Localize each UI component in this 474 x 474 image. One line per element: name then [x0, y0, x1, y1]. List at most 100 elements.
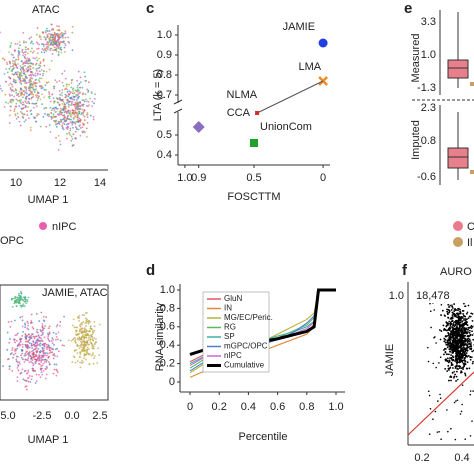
- scatter-point: [461, 403, 463, 406]
- umap-point: [29, 336, 32, 339]
- umap-point: [78, 111, 81, 114]
- scatter-point: [470, 356, 473, 359]
- scatter-point: [461, 310, 464, 312]
- umap-point: [87, 339, 90, 342]
- umap-point: [55, 123, 57, 126]
- umap-point: [93, 98, 96, 100]
- umap-point: [9, 77, 12, 80]
- umap-point: [55, 136, 57, 139]
- umap-point: [60, 99, 63, 101]
- umap-point: [6, 71, 9, 74]
- umap-point: [52, 331, 55, 334]
- umap-point: [20, 354, 22, 357]
- scatter-point: [429, 310, 432, 313]
- scatter-point: [459, 335, 462, 338]
- umap-point: [76, 105, 78, 108]
- umap-point: [27, 106, 29, 109]
- umap-point: [77, 93, 79, 96]
- umap-point: [91, 344, 94, 347]
- umap-point: [79, 101, 81, 103]
- scatter-point: [471, 334, 474, 336]
- umap-point: [36, 328, 39, 331]
- scatter-point: [468, 338, 471, 341]
- umap-point: [35, 373, 38, 376]
- umap-point: [35, 105, 38, 108]
- umap-point: [48, 95, 51, 98]
- umap-point: [93, 355, 96, 357]
- umap-point: [51, 93, 54, 96]
- scatter-point: [463, 302, 465, 305]
- umap-point: [55, 47, 58, 49]
- umap-point: [43, 345, 45, 347]
- umap-point: [25, 88, 28, 90]
- umap-point: [27, 296, 30, 299]
- scatter-point: [450, 364, 453, 367]
- umap-point: [35, 56, 38, 59]
- umap-point: [79, 119, 82, 122]
- umap-point: [37, 47, 40, 50]
- umap-point: [24, 91, 27, 94]
- umap-point: [82, 343, 85, 346]
- umap-point: [20, 83, 23, 85]
- umap-point: [36, 90, 39, 93]
- umap-point: [42, 352, 45, 355]
- scatter-point: [451, 311, 454, 314]
- point-label: LMA: [298, 61, 321, 73]
- umap-point: [73, 96, 76, 99]
- umap-point: [41, 350, 43, 353]
- umap-point: [14, 113, 17, 115]
- umap-point: [46, 45, 49, 48]
- umap-point: [18, 90, 21, 93]
- scatter-point: [468, 345, 471, 348]
- scatter-point: [462, 317, 464, 319]
- umap-point: [30, 113, 33, 115]
- leader-line: [256, 80, 324, 114]
- umap-point: [26, 92, 28, 95]
- umap-point: [29, 42, 32, 44]
- umap-point: [76, 103, 78, 106]
- umap-point: [53, 109, 56, 111]
- umap-point: [25, 95, 28, 98]
- umap-point: [68, 90, 71, 93]
- umap-point: [13, 350, 16, 352]
- umap-point: [86, 112, 89, 114]
- umap-point: [35, 335, 38, 338]
- umap-point: [30, 86, 33, 89]
- umap-point: [7, 321, 10, 323]
- umap-point: [30, 71, 33, 74]
- umap-point: [13, 108, 16, 110]
- umap-point: [36, 343, 39, 345]
- umap-point: [74, 130, 77, 133]
- y-tick-label: 1.0: [421, 49, 436, 61]
- scatter-point: [469, 329, 471, 332]
- umap-point: [36, 99, 39, 102]
- scatter-point: [460, 360, 463, 363]
- scatter-point: [447, 333, 450, 335]
- scatter-point: [450, 309, 453, 311]
- scatter-point: [437, 400, 439, 402]
- scatter-point: [457, 344, 459, 347]
- umap-point: [48, 97, 51, 100]
- umap-point: [29, 67, 31, 70]
- scatter-point: [451, 316, 454, 318]
- umap-point: [17, 63, 19, 65]
- umap-point: [3, 73, 6, 75]
- scatter-point: [467, 346, 470, 349]
- umap-point: [93, 102, 95, 105]
- scatter-point: [451, 317, 454, 320]
- umap-point: [42, 43, 45, 46]
- umap-point: [65, 119, 68, 122]
- umap-point: [71, 78, 74, 81]
- scatter-point: [462, 325, 464, 328]
- umap-point: [40, 43, 43, 45]
- umap-point: [80, 113, 83, 116]
- umap-point: [79, 92, 81, 94]
- umap-point: [67, 36, 70, 39]
- umap-point: [9, 326, 12, 328]
- umap-point: [86, 346, 89, 349]
- umap-point: [83, 357, 85, 360]
- umap-point: [53, 353, 56, 355]
- umap-point: [81, 130, 84, 133]
- umap-point: [35, 94, 37, 97]
- umap-point: [39, 125, 42, 128]
